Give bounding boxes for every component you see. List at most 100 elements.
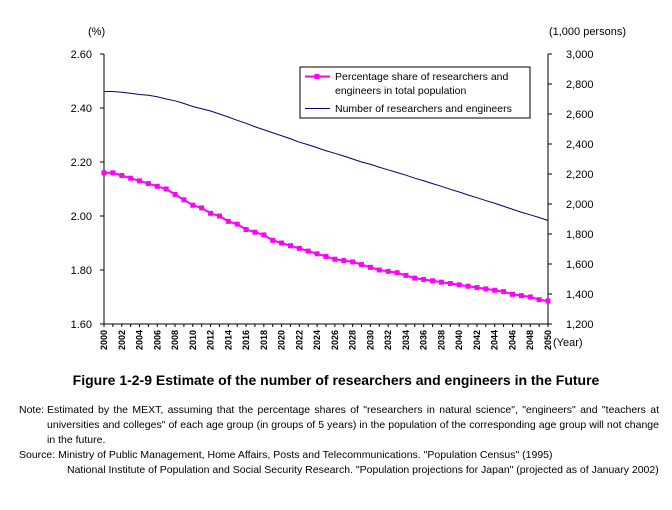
x-tick-label: 2000 <box>99 330 109 350</box>
legend-label-percentage-line2: engineers in total population <box>335 85 467 97</box>
data-point-marker <box>305 248 311 254</box>
data-point-marker <box>287 243 293 249</box>
legend-label-number: Number of researchers and engineers <box>335 103 512 115</box>
data-point-marker <box>350 259 356 265</box>
data-point-marker <box>314 251 320 257</box>
x-tick-label: 2044 <box>490 330 500 350</box>
figure-notes: Note: Estimated by the MEXT, assuming th… <box>19 403 659 478</box>
x-tick-label: 2012 <box>206 330 216 350</box>
data-point-marker <box>465 283 471 289</box>
data-point-marker <box>296 245 302 251</box>
figure-caption: Figure 1-2-9 Estimate of the number of r… <box>72 372 600 388</box>
left-tick-label: 2.60 <box>71 49 92 61</box>
x-tick-label: 2030 <box>365 330 375 350</box>
data-point-marker <box>545 298 551 304</box>
data-point-marker <box>137 178 143 184</box>
x-tick-label: 2008 <box>170 330 180 350</box>
x-tick-label: 2040 <box>454 330 464 350</box>
right-tick-label: 1,200 <box>566 319 594 331</box>
legend-swatch-percentage-marker <box>314 74 320 79</box>
data-point-marker <box>430 278 436 284</box>
data-point-marker <box>518 293 524 299</box>
source-text: Ministry of Public Management, Home Affa… <box>58 449 553 461</box>
x-tick-label: 2014 <box>223 330 233 350</box>
data-point-marker <box>323 254 329 259</box>
x-tick-label: 2028 <box>348 330 358 350</box>
source-row: Source: Ministry of Public Management, H… <box>19 448 659 463</box>
x-tick-label: 2022 <box>294 330 304 350</box>
x-tick-label: 2042 <box>472 330 482 350</box>
left-tick-label: 1.80 <box>71 265 92 277</box>
data-point-marker <box>367 264 373 270</box>
data-point-marker <box>509 291 515 297</box>
data-point-marker <box>483 286 489 292</box>
data-point-marker <box>359 262 365 268</box>
data-point-marker <box>234 221 240 227</box>
data-point-marker <box>190 202 196 208</box>
x-tick-label: 2006 <box>152 330 162 350</box>
x-tick-label: 2024 <box>312 330 322 350</box>
data-point-marker <box>270 237 276 243</box>
data-point-marker <box>385 268 391 274</box>
chart-series <box>101 91 551 304</box>
data-point-marker <box>261 232 267 238</box>
data-point-marker <box>492 287 498 293</box>
data-point-marker <box>225 218 231 224</box>
chart-axes: 1.60 1.80 2.00 2.20 2.40 2.60 (%) 1,200 1,400 1,6… <box>71 26 626 350</box>
right-tick-label: 2,200 <box>566 169 594 181</box>
right-tick-label: 2,600 <box>566 109 594 121</box>
data-point-marker <box>119 173 125 178</box>
data-point-marker <box>403 272 409 278</box>
right-axis-unit: (1,000 persons) <box>549 26 626 38</box>
x-tick-label: 2004 <box>135 330 145 350</box>
left-tick-label: 2.40 <box>71 103 92 115</box>
right-tick-label: 1,400 <box>566 289 594 301</box>
data-point-marker <box>447 281 453 286</box>
right-tick-label: 2,000 <box>566 199 594 211</box>
right-tick-label: 3,000 <box>566 49 594 61</box>
x-tick-label: 2036 <box>419 330 429 350</box>
data-point-marker <box>438 279 444 285</box>
data-point-marker <box>243 227 249 232</box>
data-point-marker <box>163 186 169 192</box>
data-point-marker <box>474 285 480 291</box>
legend-box <box>299 66 531 119</box>
data-point-marker <box>172 191 178 197</box>
data-point-marker <box>412 275 418 281</box>
x-tick-label: 2026 <box>330 330 340 350</box>
left-tick-label: 2.00 <box>71 211 92 223</box>
data-point-marker <box>216 213 222 219</box>
data-point-marker <box>527 294 533 300</box>
legend-label-percentage-line1: Percentage share of researchers and <box>335 71 509 83</box>
left-tick-label: 1.60 <box>71 319 92 331</box>
note-label: Note: <box>19 404 45 416</box>
x-tick-label: 2050 <box>543 330 553 350</box>
data-point-marker <box>252 229 258 235</box>
left-tick-label: 2.20 <box>71 157 92 169</box>
note-text: Estimated by the MEXT, assuming that the… <box>47 404 659 446</box>
chart: 1.60 1.80 2.00 2.20 2.40 2.60 (%) 1,200 1,400 1,6… <box>71 26 626 350</box>
source-text-2: National Institute of Population and Soc… <box>67 464 659 476</box>
data-point-marker <box>110 170 116 176</box>
data-point-marker <box>394 270 400 276</box>
source-label: Source: <box>19 449 56 461</box>
data-point-marker <box>536 297 542 303</box>
series-line-percentage-share <box>104 171 549 303</box>
data-point-marker <box>181 197 187 203</box>
data-point-marker <box>128 175 134 181</box>
right-tick-label: 2,400 <box>566 139 594 151</box>
right-tick-label: 1,600 <box>566 259 594 271</box>
x-axis-label: (Year) <box>553 337 583 349</box>
x-tick-label: 2002 <box>117 330 127 350</box>
chart-legend: Percentage share of researchers and engi… <box>299 66 531 119</box>
series-line-number-of-researchers <box>104 91 549 221</box>
x-tick-label: 2038 <box>436 330 446 350</box>
x-tick-label: 2020 <box>277 330 287 350</box>
x-tick-label: 2034 <box>401 330 411 350</box>
x-tick-label: 2032 <box>383 330 393 350</box>
x-tick-label: 2048 <box>525 330 535 350</box>
data-point-marker <box>501 289 507 295</box>
data-point-marker <box>199 205 205 211</box>
x-tick-label: 2010 <box>188 330 198 350</box>
data-point-marker <box>145 181 151 187</box>
